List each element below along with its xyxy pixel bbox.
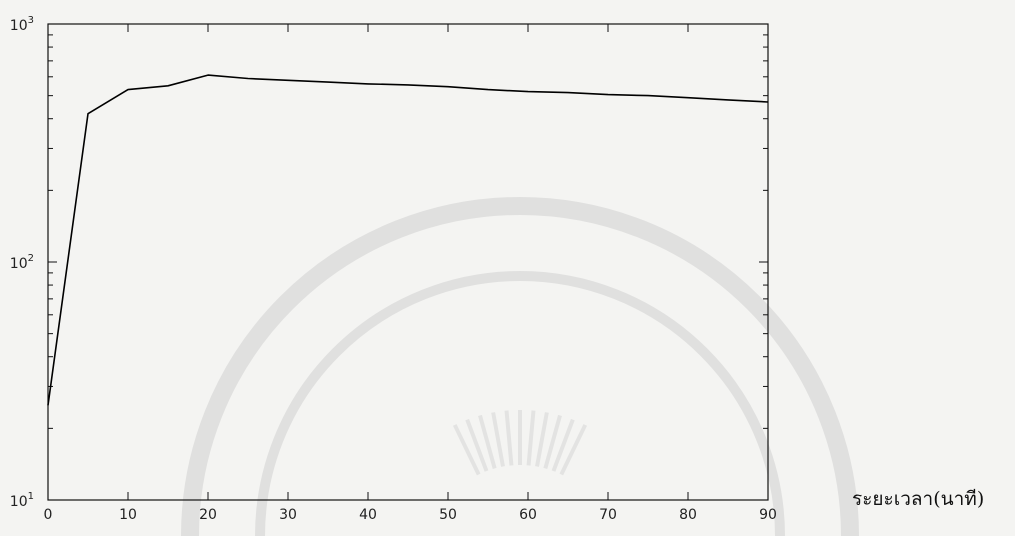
x-tick-label: 50 bbox=[439, 507, 457, 523]
x-axis-title: ระยะเวลา(นาที) bbox=[852, 488, 984, 510]
watermark-ray bbox=[465, 418, 489, 472]
x-tick-label: 0 bbox=[44, 507, 53, 523]
x-tick-label: 20 bbox=[199, 507, 217, 523]
watermark-ray bbox=[559, 424, 588, 476]
y-tick-label: 103 bbox=[10, 15, 34, 34]
watermark-seal bbox=[181, 197, 859, 536]
watermark-ray bbox=[535, 412, 549, 467]
watermark-ray bbox=[491, 412, 505, 467]
x-tick-label: 10 bbox=[119, 507, 137, 523]
x-tick-label: 70 bbox=[599, 507, 617, 523]
x-axis-tick-labels: 0 10 20 30 40 50 60 70 80 90 bbox=[44, 507, 777, 523]
x-tick-label: 40 bbox=[359, 507, 377, 523]
x-tick-label: 90 bbox=[759, 507, 777, 523]
y-tick-label: 101 bbox=[10, 491, 34, 510]
x-tick-label: 30 bbox=[279, 507, 297, 523]
series-line bbox=[47, 74, 769, 406]
watermark-ray bbox=[551, 418, 575, 472]
x-tick-label: 80 bbox=[679, 507, 697, 523]
plot-frame bbox=[47, 23, 769, 501]
y-tick-label: 102 bbox=[10, 253, 34, 272]
y-axis-tick-labels: 101 102 103 bbox=[10, 15, 34, 510]
x-tick-label: 60 bbox=[519, 507, 537, 523]
watermark-ray bbox=[504, 410, 514, 466]
watermark-ray bbox=[452, 424, 481, 476]
axis-ticks bbox=[47, 23, 769, 501]
watermark-ray bbox=[526, 410, 536, 466]
watermark-ray bbox=[543, 414, 562, 469]
watermark-ray bbox=[478, 414, 497, 469]
